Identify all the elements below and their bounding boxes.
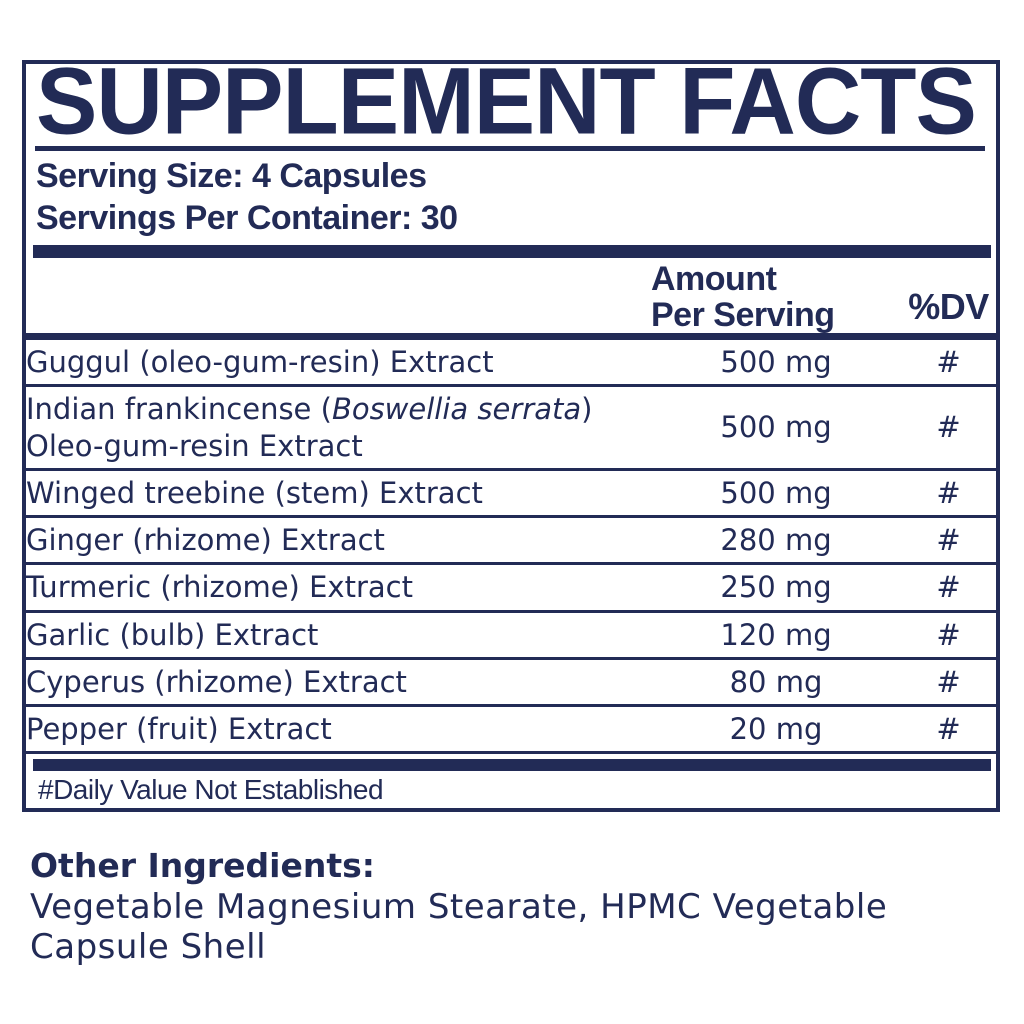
header-rule — [26, 333, 996, 340]
ingredient-name: Cyperus (rhizome) Extract — [26, 664, 407, 699]
ingredient-dv: # — [936, 345, 961, 379]
ingredient-dv: # — [936, 664, 961, 699]
ingredient-amount: 280 mg — [720, 523, 832, 557]
ingredient-dv: # — [936, 617, 961, 652]
ingredient-row-winged-treebine: Winged treebine (stem) Extract 500 mg # — [26, 471, 996, 518]
ingredient-amount: 20 mg — [729, 712, 823, 746]
ingredient-name: Turmeric (rhizome) Extract — [26, 570, 413, 605]
ingredient-dv: # — [936, 523, 961, 557]
ingredient-dv: # — [936, 410, 961, 445]
ingredient-amount: 500 mg — [720, 345, 832, 379]
ingredient-amount: 500 mg — [720, 410, 832, 445]
other-ingredients-label: Other Ingredients: — [30, 846, 375, 885]
amount-header-line1: Amount — [651, 260, 777, 298]
ingredient-row-guggul: Guggul (oleo-gum-resin) Extract 500 mg # — [26, 340, 996, 388]
separator-bar-bottom — [33, 759, 991, 772]
serving-info: Serving Size: 4 Capsules Servings Per Co… — [36, 155, 996, 239]
other-ingredients-section: Other Ingredients: Vegetable Magnesium S… — [30, 845, 980, 967]
ingredient-name: Ginger (rhizome) Extract — [26, 523, 385, 557]
daily-value-footnote: #Daily Value Not Established — [38, 774, 384, 806]
ingredient-row-pepper: Pepper (fruit) Extract 20 mg # — [26, 707, 996, 755]
ingredient-name: Winged treebine (stem) Extract — [26, 475, 483, 510]
title-rule — [35, 146, 985, 151]
ingredient-row-cyperus: Cyperus (rhizome) Extract 80 mg # — [26, 660, 996, 707]
serving-size: Serving Size: 4 Capsules — [36, 157, 427, 195]
ingredient-amount: 250 mg — [720, 570, 832, 605]
panel-title: SUPPLEMENT FACTS — [36, 60, 977, 154]
ingredient-dv: # — [936, 712, 961, 746]
supplement-facts-panel: SUPPLEMENT FACTS Serving Size: 4 Capsule… — [22, 60, 1000, 812]
servings-per-container: Servings Per Container: 30 — [36, 199, 458, 237]
latin-name: Boswellia serrata — [331, 392, 582, 427]
ingredient-name: Pepper (fruit) Extract — [26, 712, 332, 746]
ingredient-dv: # — [936, 475, 961, 510]
column-header-row: Amount Per Serving %DV — [26, 261, 996, 333]
ingredient-row-ginger: Ginger (rhizome) Extract 280 mg # — [26, 518, 996, 566]
ingredient-row-frankincense: Indian frankincense (Boswellia serrata) … — [26, 387, 996, 471]
ingredient-amount: 500 mg — [720, 475, 832, 510]
other-ingredients-text: Vegetable Magnesium Stearate, HPMC Veget… — [30, 887, 888, 967]
ingredient-amount: 80 mg — [729, 664, 823, 699]
amount-header-line2: Per Serving — [651, 296, 835, 334]
ingredient-dv: # — [936, 570, 961, 605]
amount-column-header: Amount Per Serving — [651, 261, 901, 333]
ingredient-amount: 120 mg — [720, 617, 832, 652]
ingredient-row-garlic: Garlic (bulb) Extract 120 mg # — [26, 613, 996, 660]
ingredient-name: Guggul (oleo-gum-resin) Extract — [26, 345, 494, 379]
separator-bar-top — [33, 245, 991, 258]
dv-column-header: %DV — [908, 286, 989, 327]
ingredient-name: Indian frankincense (Boswellia serrata) … — [26, 392, 593, 463]
ingredient-row-turmeric: Turmeric (rhizome) Extract 250 mg # — [26, 565, 996, 613]
ingredient-name: Garlic (bulb) Extract — [26, 617, 319, 652]
